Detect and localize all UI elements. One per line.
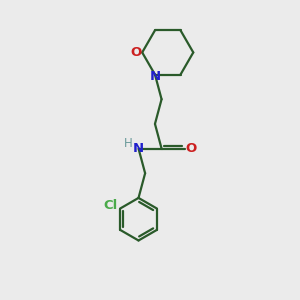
Text: O: O xyxy=(130,46,142,59)
Text: Cl: Cl xyxy=(103,199,117,212)
Text: H: H xyxy=(124,137,132,151)
Text: O: O xyxy=(185,142,196,155)
Text: N: N xyxy=(149,70,161,83)
Text: N: N xyxy=(133,142,144,155)
